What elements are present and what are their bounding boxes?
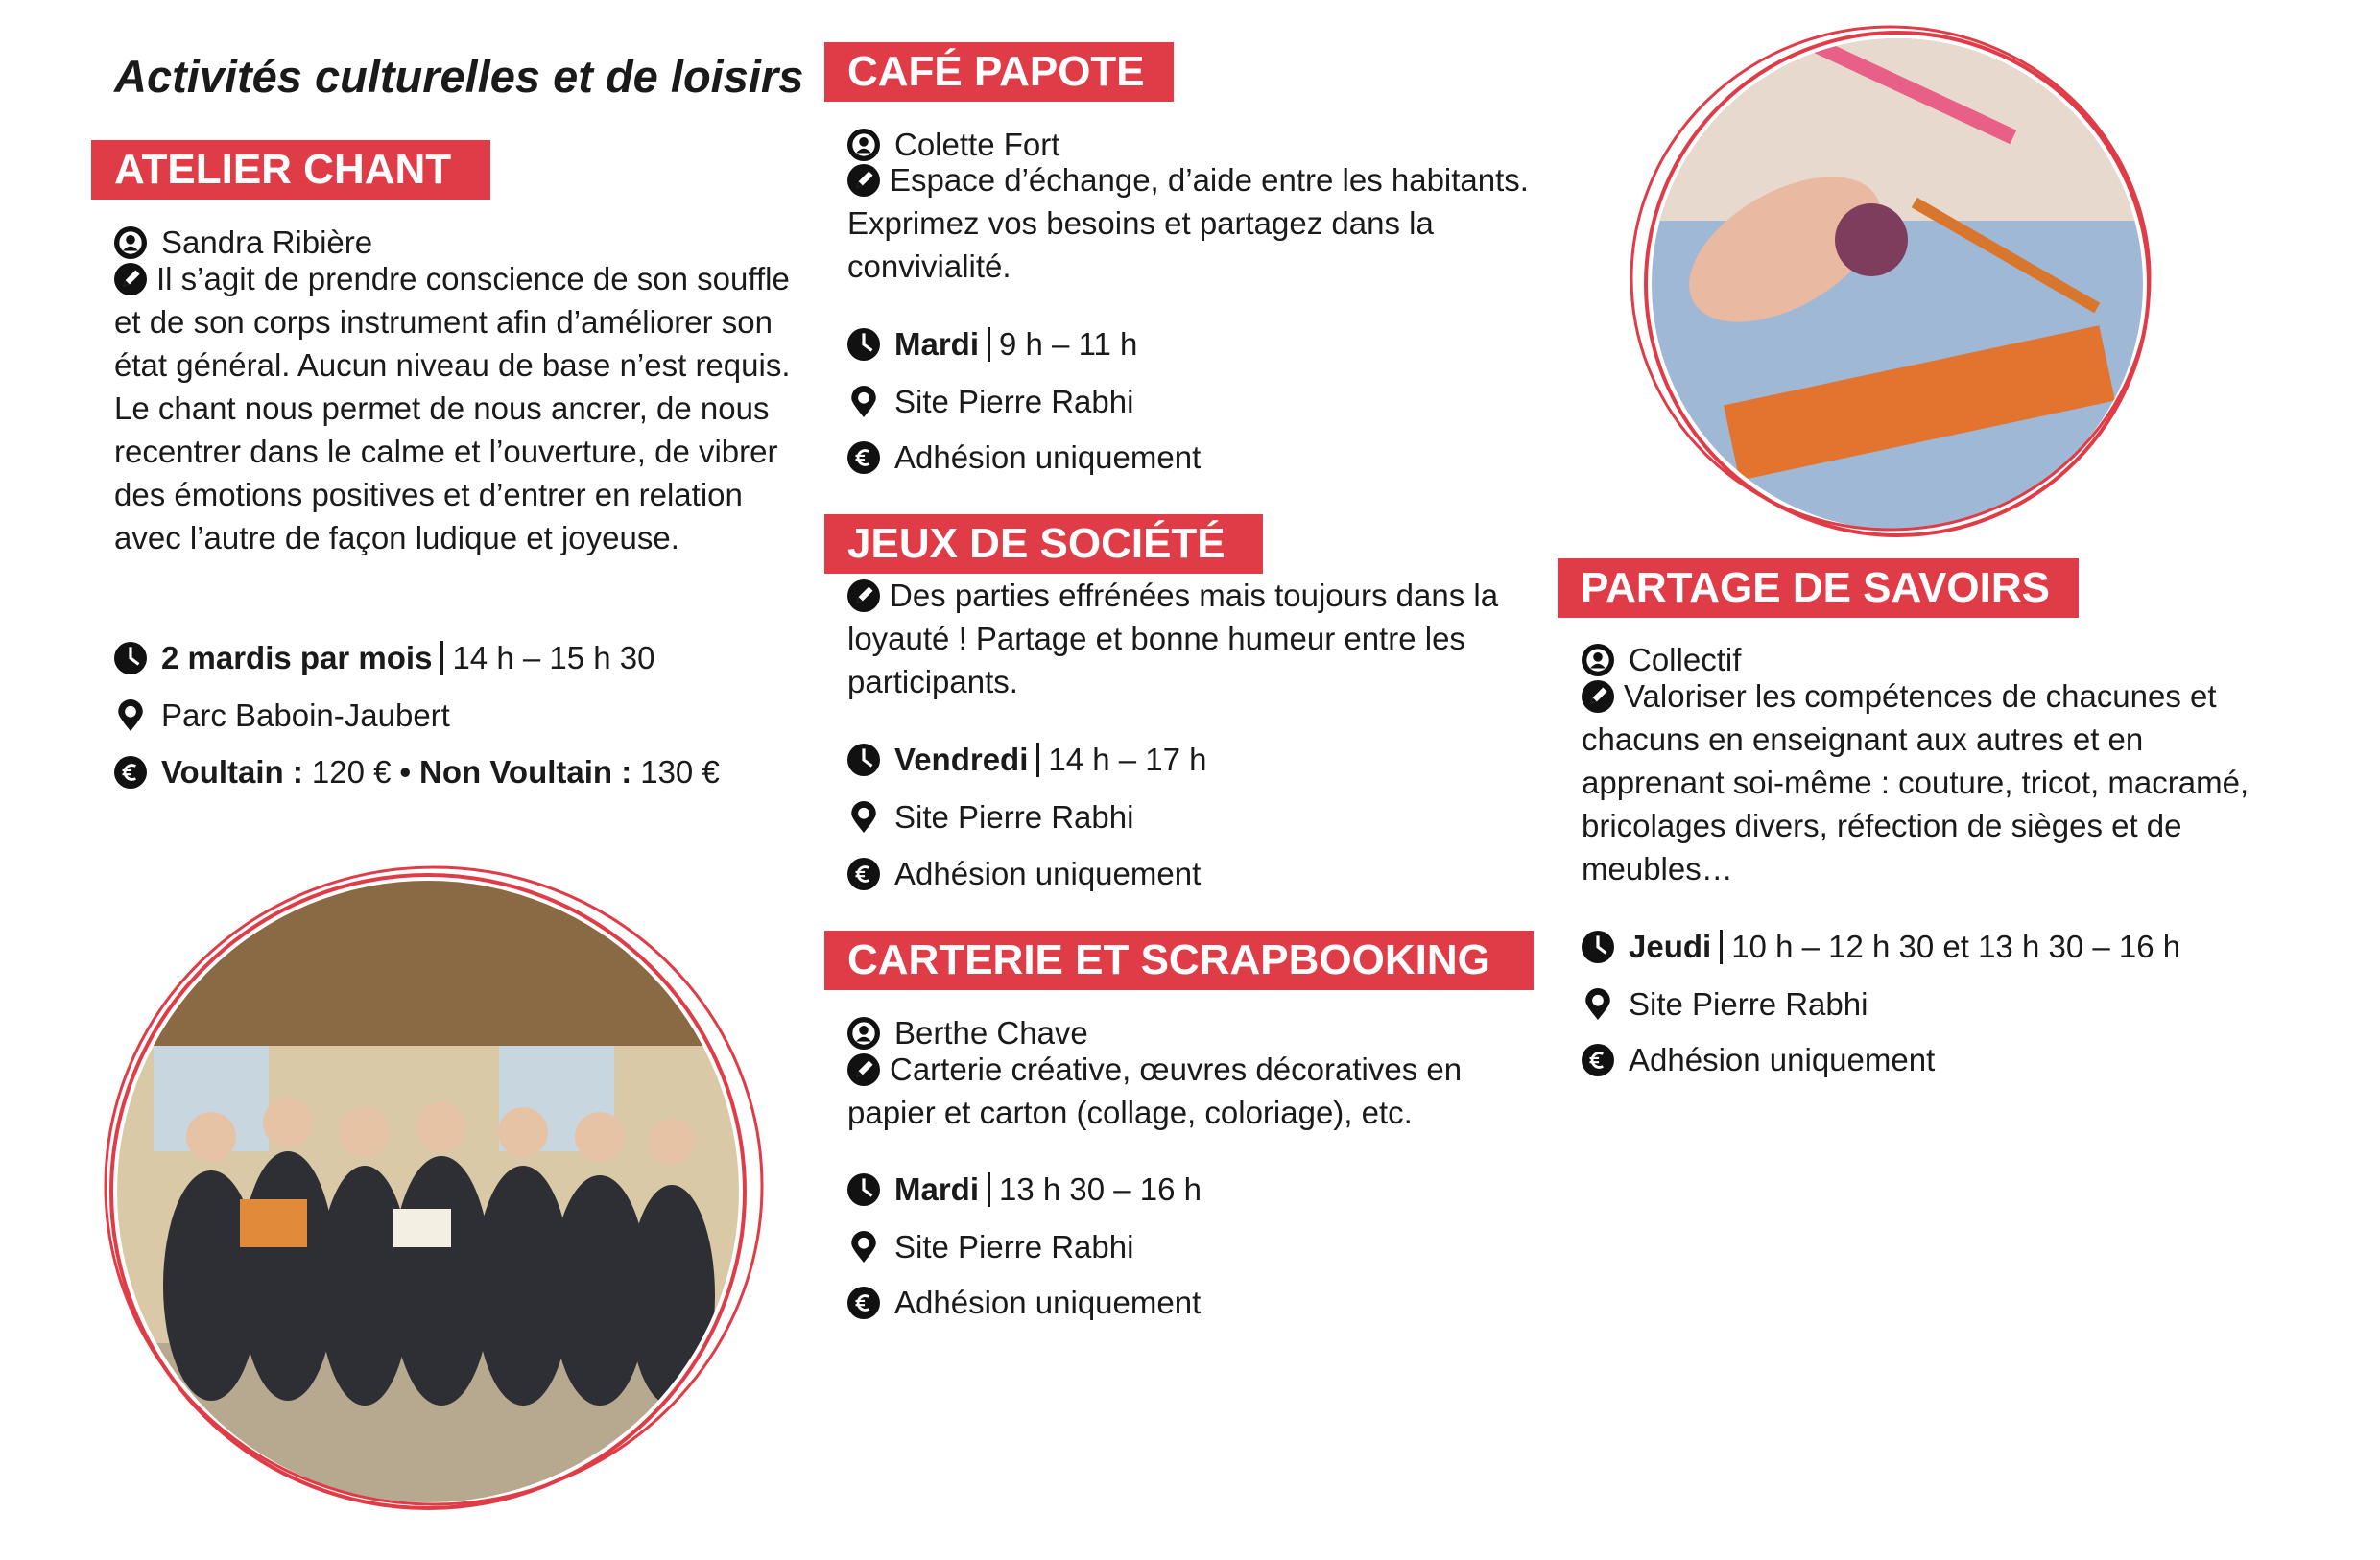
pin-icon	[1585, 987, 1610, 1020]
description: Il s’agit de prendre conscience de son s…	[114, 257, 796, 559]
price-row: Voultain :120 € • Non Voultain :130 €	[114, 750, 720, 793]
schedule-row: Mardi 9 h – 11 h	[847, 322, 1137, 366]
description-text: Valoriser les compétences de chacunes et…	[1582, 678, 2249, 886]
person: Colette Fort	[894, 127, 1060, 162]
pencil-icon	[847, 164, 880, 197]
location-row: Site Pierre Rabhi	[847, 380, 1133, 423]
price-separator: •	[399, 754, 412, 790]
ring	[1630, 25, 2152, 532]
price: Adhésion uniquement	[894, 1285, 1202, 1320]
description-text: Il s’agit de prendre conscience de son s…	[114, 261, 791, 555]
location: Site Pierre Rabhi	[894, 799, 1134, 835]
schedule-time: 14 h – 17 h	[1048, 742, 1207, 777]
person: Berthe Chave	[894, 1015, 1088, 1051]
schedule-day: Mardi	[894, 326, 980, 362]
person-row: Sandra Ribière	[114, 221, 372, 264]
schedule-day: 2 mardis par mois	[161, 640, 433, 675]
description-text: Carterie créative, œuvres décoratives en…	[847, 1052, 1463, 1130]
schedule-row: Mardi 13 h 30 – 16 h	[847, 1168, 1202, 1211]
price-row: Adhésion uniquement	[847, 436, 1201, 479]
person-icon	[847, 1016, 880, 1050]
price-row: Adhésion uniquement	[847, 852, 1201, 895]
description: Carterie créative, œuvres décoratives en…	[847, 1048, 1534, 1134]
page-heading: Activités culturelles et de loisirs	[114, 51, 804, 102]
separator	[988, 326, 991, 362]
separator	[988, 1171, 991, 1207]
price: Adhésion uniquement	[894, 439, 1202, 475]
location: Site Pierre Rabhi	[1629, 986, 1868, 1022]
price-label: Non Voultain :	[419, 754, 632, 790]
section-title: ATELIER CHANT	[91, 140, 490, 200]
description-text: Des parties effrénées mais toujours dans…	[847, 578, 1499, 699]
schedule-time: 9 h – 11 h	[999, 326, 1138, 362]
person-icon	[114, 225, 147, 259]
clock-icon	[847, 327, 880, 361]
separator	[440, 640, 444, 675]
euro-icon	[1582, 1043, 1614, 1076]
schedule-row: Vendredi 14 h – 17 h	[847, 738, 1207, 781]
price-label: Voultain :	[161, 754, 303, 790]
section-title: JEUX DE SOCIÉTÉ	[824, 514, 1263, 574]
person-row: Colette Fort	[847, 123, 1059, 166]
clock-icon	[1582, 930, 1614, 963]
clock-icon	[114, 641, 147, 674]
pencil-icon	[1582, 680, 1614, 713]
euro-icon	[847, 857, 880, 890]
price-row: Adhésion uniquement	[1582, 1038, 1935, 1081]
pencil-icon	[847, 1053, 880, 1086]
separator	[1036, 742, 1040, 777]
price-row: Adhésion uniquement	[847, 1281, 1201, 1324]
schedule-day: Jeudi	[1629, 929, 1712, 964]
ring	[109, 873, 747, 1510]
schedule-time: 13 h 30 – 16 h	[999, 1171, 1202, 1207]
pin-icon	[851, 385, 876, 417]
price: Adhésion uniquement	[1629, 1042, 1936, 1077]
description-text: Espace d’échange, d’aide entre les habit…	[847, 162, 1529, 284]
description: Des parties effrénées mais toujours dans…	[847, 574, 1534, 703]
person-row: Collectif	[1582, 638, 1741, 681]
pin-icon	[851, 1230, 876, 1263]
ring	[104, 865, 764, 1506]
schedule-row: Jeudi 10 h – 12 h 30 et 13 h 30 – 16 h	[1582, 925, 2180, 968]
pin-icon	[118, 698, 143, 731]
clock-icon	[847, 1172, 880, 1206]
section-title: CAFÉ PAPOTE	[824, 42, 1174, 102]
clock-icon	[847, 743, 880, 776]
description: Espace d’échange, d’aide entre les habit…	[847, 158, 1534, 288]
person: Collectif	[1629, 642, 1742, 677]
pin-icon	[851, 800, 876, 833]
separator	[1720, 929, 1724, 964]
pencil-icon	[114, 263, 147, 295]
person: Sandra Ribière	[161, 225, 373, 260]
schedule-row: 2 mardis par mois 14 h – 15 h 30	[114, 636, 654, 679]
euro-icon	[847, 1286, 880, 1319]
section-title: CARTERIE ET SCRAPBOOKING	[824, 931, 1534, 990]
schedule-day: Vendredi	[894, 742, 1029, 777]
craft-photo	[1652, 38, 2143, 530]
location-row: Site Pierre Rabhi	[1582, 982, 1868, 1026]
schedule-day: Mardi	[894, 1171, 980, 1207]
schedule-time: 10 h – 12 h 30 et 13 h 30 – 16 h	[1731, 929, 2181, 964]
schedule-time: 14 h – 15 h 30	[452, 640, 655, 675]
section-title: PARTAGE DE SAVOIRS	[1558, 558, 2079, 618]
price: Adhésion uniquement	[894, 856, 1202, 891]
location: Site Pierre Rabhi	[894, 1229, 1134, 1265]
description: Valoriser les compétences de chacunes et…	[1582, 674, 2253, 890]
price-amount: 130 €	[640, 754, 720, 790]
price-amount: 120 €	[311, 754, 392, 790]
pencil-icon	[847, 579, 880, 612]
location-row: Site Pierre Rabhi	[847, 795, 1133, 839]
location-row: Site Pierre Rabhi	[847, 1225, 1133, 1268]
person-icon	[1582, 643, 1614, 676]
euro-icon	[114, 755, 147, 789]
euro-icon	[847, 440, 880, 474]
location-row: Parc Baboin-Jaubert	[114, 694, 450, 737]
person-row: Berthe Chave	[847, 1011, 1088, 1054]
location: Parc Baboin-Jaubert	[161, 697, 450, 733]
location: Site Pierre Rabhi	[894, 384, 1134, 419]
person-icon	[847, 128, 880, 161]
